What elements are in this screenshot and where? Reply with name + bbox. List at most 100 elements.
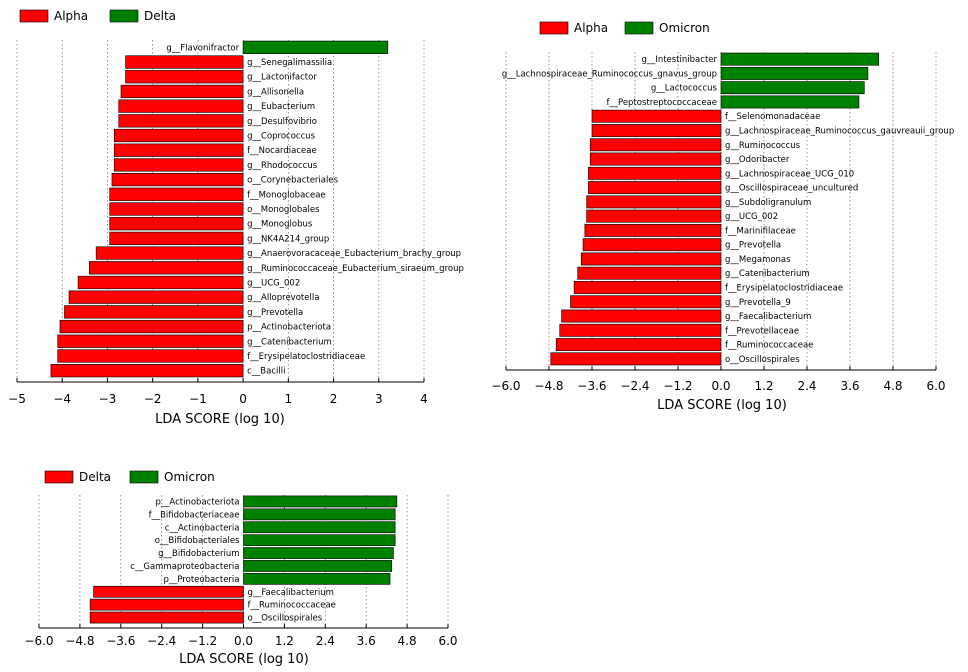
legend-label: Alpha	[574, 21, 608, 35]
bar-label: o__Oscillospirales	[725, 355, 800, 365]
x-tick-label: 2.4	[316, 634, 335, 648]
legend-label: Delta	[144, 9, 176, 23]
legend-label: Omicron	[659, 21, 710, 35]
x-tick-label: 6.0	[438, 634, 457, 648]
bar-label: f__Ruminococcaceae	[248, 601, 336, 611]
bar-label: f__Erysipelatoclostridiaceae	[247, 352, 365, 362]
x-tick-label: −4.8	[65, 634, 94, 648]
x-tick-label: 1.2	[754, 379, 773, 393]
x-tick-label: −4	[53, 392, 71, 406]
lda-bar	[586, 195, 722, 209]
lda-bar	[559, 323, 722, 337]
bar-label: g__Intestinibacter	[641, 55, 717, 65]
lda-bar	[720, 95, 860, 109]
lda-bar	[113, 128, 244, 143]
bar-label: f__Erysipelatoclostridiaceae	[725, 284, 843, 294]
lda-bar	[580, 252, 722, 266]
x-axis-title: LDA SCORE (log 10)	[179, 652, 309, 667]
legend-swatch	[44, 470, 74, 484]
x-tick-label: 3	[375, 392, 383, 406]
legend-swatch	[624, 21, 654, 35]
lda-bar	[555, 338, 722, 352]
lda-bar	[242, 40, 389, 54]
lda-bar	[113, 143, 244, 157]
lda-bar	[109, 187, 244, 201]
bar-label: g__Allisonella	[247, 87, 304, 97]
x-tick-label: −2	[144, 392, 162, 406]
bar-label: g__Monoglobus	[247, 220, 313, 230]
x-tick-label: −3.6	[106, 634, 135, 648]
lda-bar	[68, 290, 244, 304]
bar-label: c__Actinobacteria	[165, 523, 240, 533]
lda-bar	[573, 281, 722, 294]
lda-bar	[50, 364, 244, 378]
lda-bar	[89, 261, 244, 275]
lda-bar	[64, 305, 244, 319]
bar-label: o__Corynebacteriales	[247, 176, 338, 186]
x-tick-label: −6.0	[491, 379, 520, 393]
lda-bar	[586, 209, 722, 223]
lda-bar	[243, 534, 396, 546]
lda-bar	[577, 266, 722, 280]
lda-bar	[77, 275, 244, 290]
lda-bar	[95, 246, 244, 260]
lda-bar	[720, 81, 865, 95]
bar-label: o__Monoglobales	[247, 205, 320, 215]
lda-bar	[118, 114, 244, 128]
lda-bar	[109, 231, 244, 246]
x-tick-label: −3	[99, 392, 117, 406]
bar-label: g__Coprococcus	[247, 132, 316, 142]
bar-label: g__NK4A214_group	[247, 234, 329, 244]
lda-bar	[109, 217, 244, 231]
lda-bar	[89, 598, 244, 611]
lda-bar	[118, 99, 244, 113]
lda-bar	[591, 124, 722, 137]
lda-bar	[589, 152, 722, 166]
bar-label: g__Oscillospiraceae_uncultured	[725, 184, 858, 194]
x-tick-label: −6.0	[24, 634, 53, 648]
bar-label: g__Catenibacterium	[247, 337, 332, 347]
x-tick-label: 4	[420, 392, 428, 406]
x-tick-label: 2.4	[797, 379, 816, 393]
x-tick-label: 0.0	[234, 634, 253, 648]
bar-label: g__Flavonifractor	[166, 43, 239, 53]
lda-chart-3: Delta Omicron p__Actinobacteriota f__Bifido…	[24, 470, 457, 667]
legend-swatch	[539, 21, 569, 35]
lda-bar	[113, 158, 244, 172]
lda-bar	[591, 109, 722, 123]
x-tick-label: 2	[330, 392, 338, 406]
lda-bar	[125, 55, 244, 69]
lda-bar	[243, 560, 393, 572]
x-tick-label: −2.4	[620, 379, 649, 393]
x-tick-label: −1.2	[188, 634, 217, 648]
bar-label: o__Bifidobacteriales	[155, 536, 240, 546]
bar-label: f__Bifidobacteriaceae	[149, 510, 240, 520]
bar-label: g__Anaerovoracaceae_Eubacterium_brachy_g…	[247, 249, 461, 259]
lda-bar	[570, 295, 722, 309]
lda-bar	[584, 223, 722, 237]
bar-label: g__UCG_002	[247, 278, 300, 288]
lda-bar	[125, 70, 244, 84]
lda-bar	[243, 495, 398, 508]
x-tick-label: −3.6	[577, 379, 606, 393]
lda-bar	[588, 181, 722, 195]
x-tick-label: 1.2	[275, 634, 294, 648]
bar-label: g__Prevotella	[725, 241, 781, 251]
bar-label: f__Monoglobaceae	[247, 190, 326, 200]
bar-label: g__Ruminococcaceae_Eubacterium_siraeum_g…	[247, 264, 464, 274]
lda-bar	[243, 547, 394, 559]
bar-label: g__Prevotella	[247, 308, 303, 318]
bar-label: g__Rhodococcus	[247, 161, 318, 171]
x-tick-label: 1	[285, 392, 293, 406]
legend-swatch	[109, 9, 139, 23]
bar-label: g__Senegalimassilia	[247, 58, 332, 68]
bar-label: g__Lachnospiraceae_UCG_010	[725, 169, 854, 179]
bar-label: g__Prevotella_9	[725, 298, 791, 308]
bar-label: p__Actinobacteriota	[247, 323, 331, 333]
bar-label: g__Eubacterium	[247, 102, 315, 112]
lda-bar	[120, 84, 244, 99]
legend-label: Omicron	[164, 470, 215, 484]
x-tick-label: −2.4	[147, 634, 176, 648]
bar-label: f__Ruminococcaceae	[725, 341, 813, 351]
bar-label: g__Catenibacterium	[725, 269, 810, 279]
